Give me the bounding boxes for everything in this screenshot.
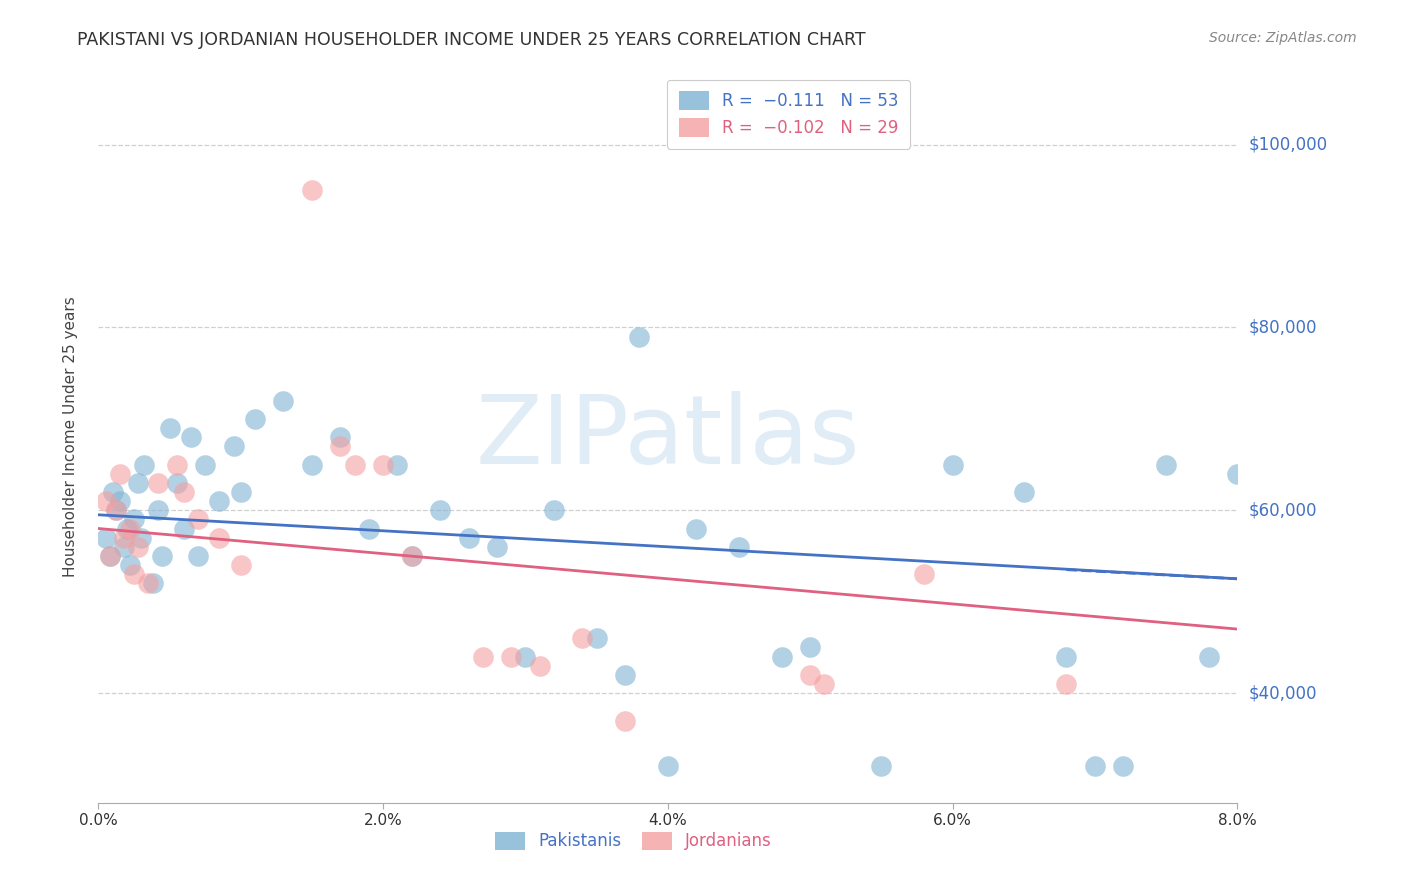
Point: [229, 484, 252, 499]
Point: [112, 540, 135, 554]
Point: [657, 759, 679, 773]
Point: [770, 649, 793, 664]
Point: [187, 549, 209, 563]
Point: [118, 521, 141, 535]
Point: [387, 458, 409, 472]
Text: PAKISTANI VS JORDANIAN HOUSEHOLDER INCOME UNDER 25 YEARS CORRELATION CHART: PAKISTANI VS JORDANIAN HOUSEHOLDER INCOM…: [77, 31, 866, 49]
Point: [343, 458, 366, 472]
Point: [685, 521, 707, 535]
Point: [127, 540, 149, 554]
Point: [122, 512, 145, 526]
Point: [799, 667, 821, 681]
Point: [529, 658, 551, 673]
Point: [166, 475, 188, 490]
Point: [173, 484, 195, 499]
Point: [104, 503, 127, 517]
Point: [118, 558, 141, 573]
Point: [301, 183, 323, 197]
Point: [1084, 759, 1107, 773]
Point: [515, 649, 537, 664]
Point: [799, 640, 821, 655]
Point: [98, 549, 121, 563]
Point: [194, 458, 217, 472]
Point: [208, 494, 231, 508]
Point: [136, 576, 159, 591]
Point: [401, 549, 423, 563]
Text: $80,000: $80,000: [1249, 318, 1317, 336]
Point: [229, 558, 252, 573]
Text: $100,000: $100,000: [1249, 136, 1327, 153]
Point: [1226, 467, 1249, 481]
Point: [1198, 649, 1220, 664]
Point: [614, 667, 637, 681]
Point: [166, 458, 188, 472]
Point: [132, 458, 155, 472]
Point: [457, 531, 479, 545]
Text: Source: ZipAtlas.com: Source: ZipAtlas.com: [1209, 31, 1357, 45]
Point: [148, 503, 170, 517]
Point: [585, 631, 607, 645]
Y-axis label: Householder Income Under 25 years: Householder Income Under 25 years: [63, 297, 77, 577]
Point: [148, 475, 170, 490]
Point: [129, 531, 152, 545]
Point: [243, 411, 266, 425]
Point: [1012, 484, 1035, 499]
Point: [112, 531, 135, 545]
Text: $60,000: $60,000: [1249, 501, 1317, 519]
Point: [180, 430, 202, 444]
Point: [173, 521, 195, 535]
Point: [571, 631, 593, 645]
Point: [94, 531, 117, 545]
Point: [329, 430, 352, 444]
Point: [222, 439, 245, 453]
Point: [614, 714, 637, 728]
Point: [501, 649, 523, 664]
Point: [329, 439, 352, 453]
Point: [152, 549, 174, 563]
Point: [141, 576, 163, 591]
Point: [115, 521, 138, 535]
Point: [813, 677, 835, 691]
Point: [101, 484, 124, 499]
Point: [942, 458, 965, 472]
Point: [159, 421, 181, 435]
Point: [401, 549, 423, 563]
Point: [108, 467, 131, 481]
Point: [208, 531, 231, 545]
Point: [543, 503, 565, 517]
Point: [187, 512, 209, 526]
Text: $40,000: $40,000: [1249, 684, 1317, 702]
Point: [94, 494, 117, 508]
Point: [1054, 649, 1078, 664]
Point: [122, 567, 145, 582]
Point: [870, 759, 893, 773]
Point: [104, 503, 127, 517]
Point: [486, 540, 509, 554]
Point: [127, 475, 149, 490]
Point: [1112, 759, 1135, 773]
Point: [628, 329, 651, 343]
Point: [728, 540, 751, 554]
Point: [273, 393, 295, 408]
Legend: Pakistanis, Jordanians: Pakistanis, Jordanians: [485, 822, 782, 860]
Point: [301, 458, 323, 472]
Point: [1054, 677, 1078, 691]
Point: [471, 649, 494, 664]
Point: [912, 567, 935, 582]
Text: ZIPatlas: ZIPatlas: [475, 391, 860, 483]
Point: [371, 458, 394, 472]
Point: [429, 503, 451, 517]
Point: [1154, 458, 1177, 472]
Point: [357, 521, 380, 535]
Point: [98, 549, 121, 563]
Point: [108, 494, 131, 508]
